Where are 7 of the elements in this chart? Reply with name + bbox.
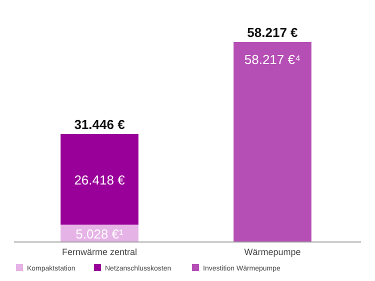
data-label: 5.028 €¹ [76,226,124,242]
total-label: 58.217 € [247,25,298,40]
data-label: 58.217 €⁴ [244,52,301,67]
x-tick-label: Fernwärme zentral [62,247,138,257]
x-tick-label: Wärmepumpe [244,247,301,257]
data-label: 26.418 € [74,172,126,188]
total-label: 31.446 € [74,116,125,132]
